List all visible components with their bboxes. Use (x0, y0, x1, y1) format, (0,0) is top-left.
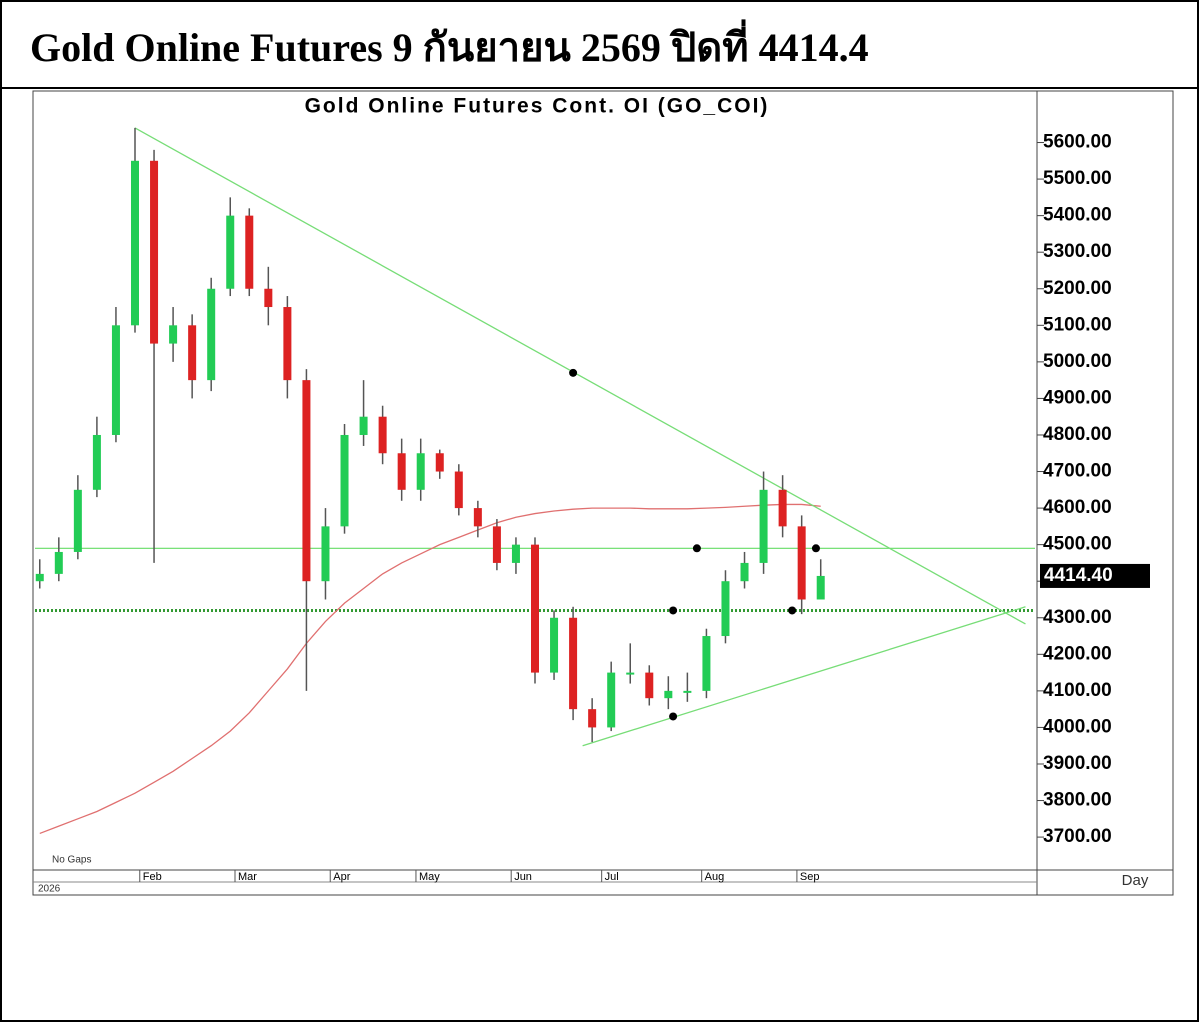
candle-body (511, 544, 520, 563)
candle-body (588, 709, 597, 728)
candle-body (778, 489, 787, 527)
y-tick-label: 4600.00 (1043, 497, 1112, 518)
candle-body (454, 471, 463, 509)
candle-body (378, 416, 387, 454)
candle-body (416, 453, 425, 490)
candle-body (531, 544, 539, 673)
x-tick-label: Aug (705, 871, 725, 883)
marker (788, 606, 797, 615)
y-tick-label: 5400.00 (1043, 205, 1112, 226)
x-tick-label: Sep (800, 871, 820, 883)
candle-body (550, 617, 559, 673)
candle-body (721, 581, 730, 637)
chart-image (32, 90, 1174, 896)
candle-body (207, 288, 216, 381)
x-tick-label: Feb (143, 871, 162, 883)
y-tick-label: 5200.00 (1043, 278, 1112, 299)
chart-title: Gold Online Futures Cont. OI (GO_COI) (305, 95, 770, 118)
candle-body (683, 690, 692, 693)
trendline (582, 606, 1026, 747)
candle-body (54, 551, 63, 574)
x-tick-label: May (419, 871, 440, 883)
candle-body (92, 434, 101, 490)
trendline (134, 127, 1026, 625)
y-tick-label: 4200.00 (1043, 643, 1112, 664)
y-tick-label: 5600.00 (1043, 132, 1112, 153)
y-tick-label: 3900.00 (1043, 753, 1112, 774)
candle-body (73, 489, 82, 552)
y-tick-label: 5300.00 (1043, 241, 1112, 262)
y-tick-label: 4000.00 (1043, 716, 1112, 737)
candle-body (283, 307, 292, 381)
candle-body (797, 526, 806, 600)
candle-body (397, 453, 406, 490)
last-price-box (1040, 563, 1150, 588)
note: No Gaps (52, 855, 91, 866)
candle-body (607, 672, 616, 728)
candle-body (359, 416, 368, 435)
marker (811, 544, 820, 553)
candle-body (645, 672, 654, 699)
year-label: 2026 (38, 884, 61, 895)
x-tick-label: Jul (605, 871, 619, 883)
candle-body (340, 434, 349, 527)
candle-body (131, 160, 139, 326)
candle-body (245, 215, 254, 289)
candle-body (569, 617, 578, 710)
marker (692, 544, 701, 553)
y-tick-label: 4900.00 (1043, 387, 1112, 408)
candle-body (435, 453, 444, 472)
candle-body (626, 672, 635, 675)
candle-body (302, 380, 311, 582)
y-tick-label: 4500.00 (1043, 534, 1112, 555)
x-tick-label: Apr (333, 871, 350, 883)
candle-body (473, 508, 482, 527)
candle-body (816, 575, 825, 600)
y-tick-label: 4800.00 (1043, 424, 1112, 445)
last-price-label: 4414.40 (1044, 565, 1113, 586)
candle-body (740, 562, 749, 582)
x-tick-label: Jun (514, 871, 532, 883)
candle-body (35, 573, 44, 582)
candle-body (226, 215, 235, 289)
y-tick-label: 5500.00 (1043, 168, 1112, 189)
marker (569, 368, 578, 377)
moving-average (39, 503, 821, 835)
y-tick-label: 5100.00 (1043, 314, 1112, 335)
candle-body (702, 636, 711, 691)
candle-body (759, 489, 768, 563)
y-tick-label: 4300.00 (1043, 607, 1112, 628)
candle-body (492, 526, 501, 563)
x-tick-label: Mar (238, 871, 257, 883)
period-label: Day (1122, 872, 1149, 889)
marker (669, 712, 678, 721)
candle-body (321, 526, 330, 582)
candle-body (111, 325, 120, 435)
candle-body (264, 288, 273, 308)
candle-body (664, 690, 673, 699)
y-tick-label: 3700.00 (1043, 826, 1112, 847)
y-tick-label: 5000.00 (1043, 351, 1112, 372)
marker (669, 606, 678, 615)
candle-body (169, 325, 178, 344)
y-tick-label: 3800.00 (1043, 790, 1112, 811)
y-tick-label: 4100.00 (1043, 680, 1112, 701)
y-tick-label: 4700.00 (1043, 461, 1112, 482)
page-title: Gold Online Futures 9 กันยายน 2569 ปิดที… (30, 19, 869, 70)
candle-body (188, 325, 197, 381)
candle-body (150, 160, 159, 344)
